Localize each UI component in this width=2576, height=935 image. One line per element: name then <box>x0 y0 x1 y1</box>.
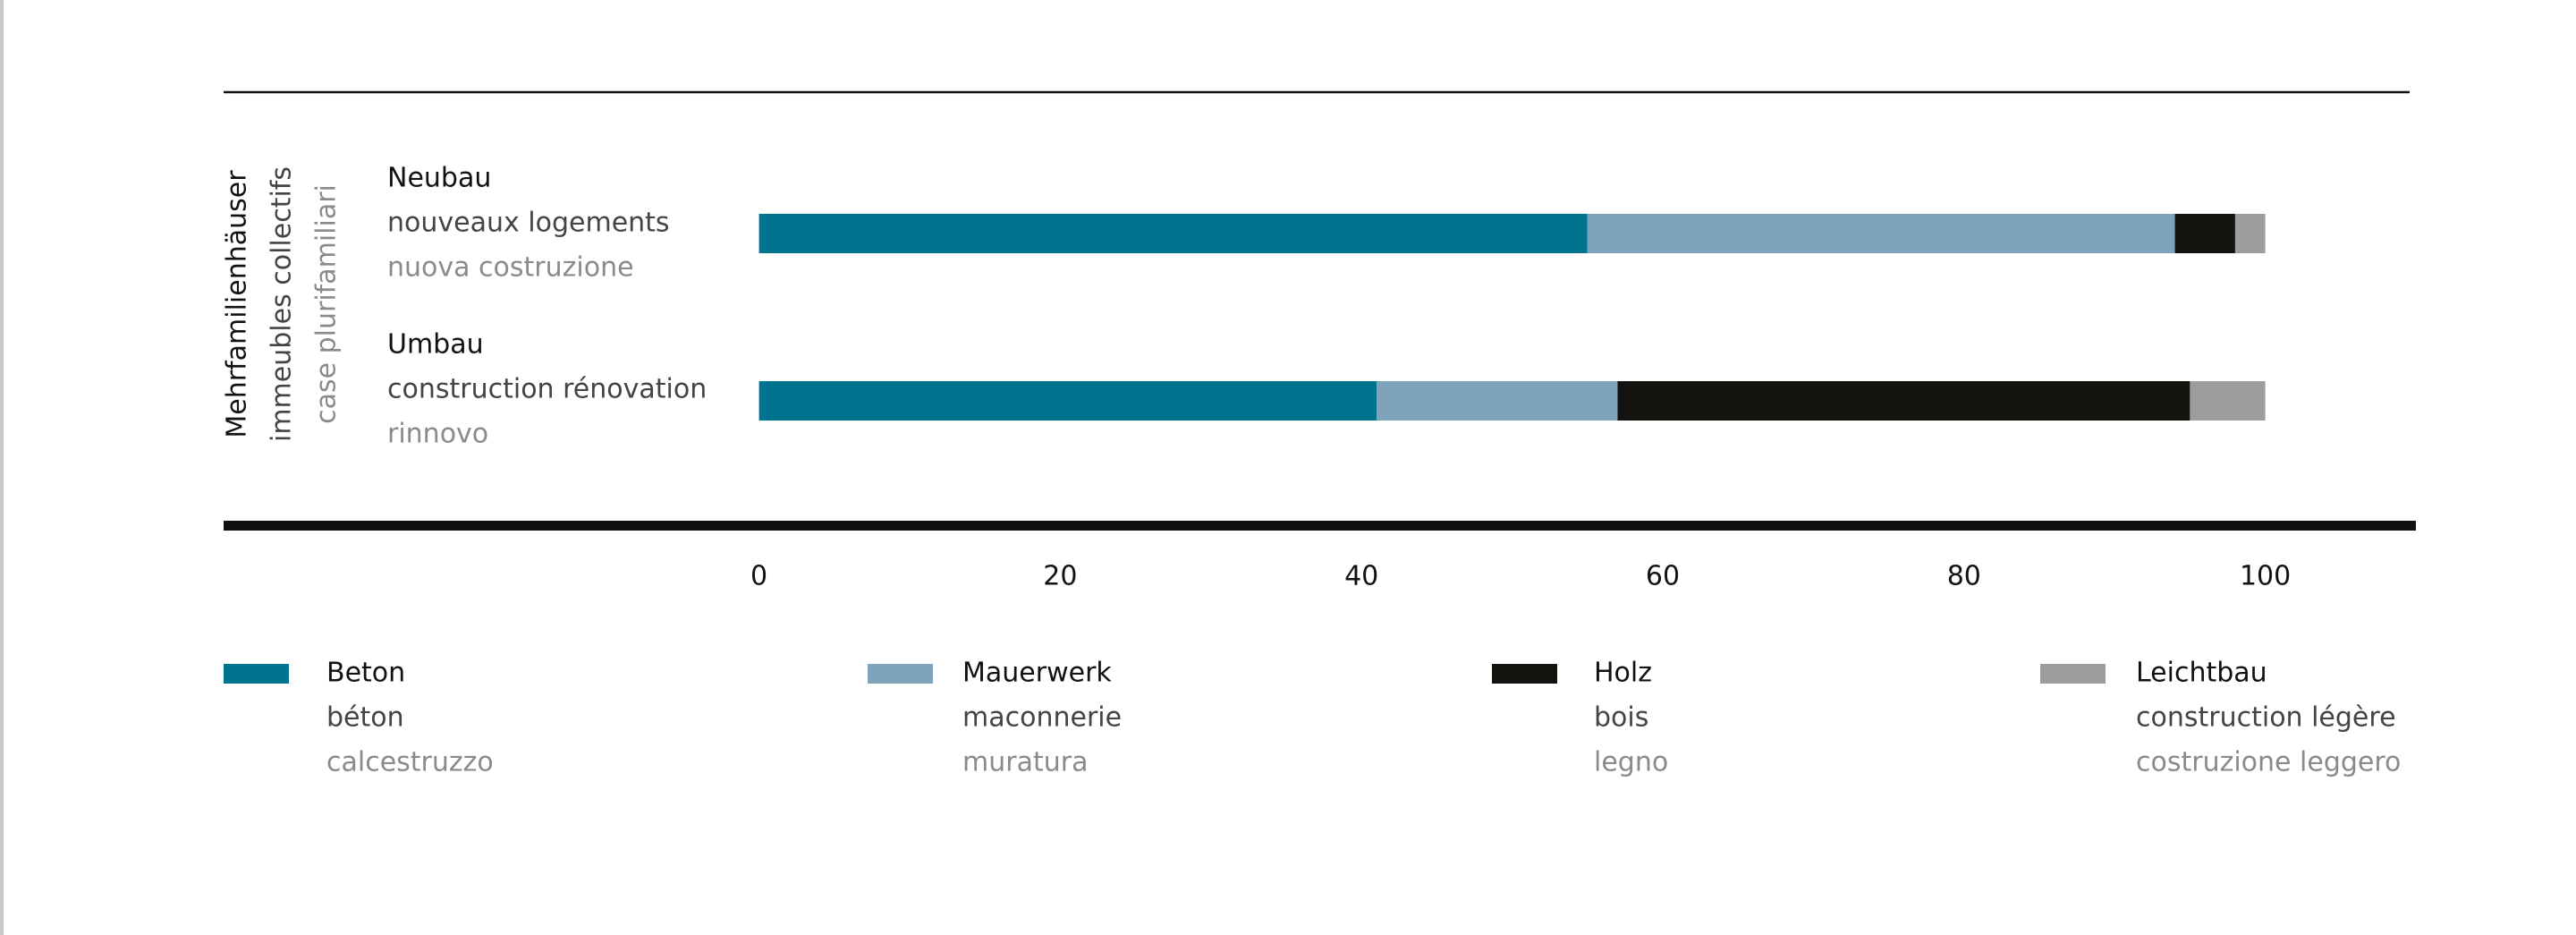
bar-segment <box>2174 214 2235 253</box>
group-label: immeubles collectifs <box>267 166 298 442</box>
group-label: case plurifamiliari <box>311 184 343 424</box>
category-label: Neubau <box>387 163 491 194</box>
x-tick-label: 80 <box>1947 561 1981 592</box>
category-label: rinnovo <box>387 419 488 450</box>
x-tick-label: 40 <box>1344 561 1378 592</box>
bar-segment <box>2234 214 2266 253</box>
legend-label: muratura <box>962 747 1088 778</box>
legend-label: béton <box>326 702 404 734</box>
legend-label: Mauerwerk <box>962 658 1112 689</box>
x-tick-label: 60 <box>1646 561 1680 592</box>
legend-swatch <box>2040 664 2106 684</box>
legend-label: Leichtbau <box>2136 658 2267 689</box>
bar-segment <box>758 381 1377 421</box>
x-tick-label: 100 <box>2240 561 2291 592</box>
legend-label: bois <box>1594 702 1648 734</box>
bar-segment <box>1617 381 2190 421</box>
legend-label: maconnerie <box>962 702 1122 734</box>
legend-label: Beton <box>326 658 405 689</box>
legend-swatch <box>224 664 289 684</box>
bar-segment <box>1377 381 1618 421</box>
category-label: nouveaux logements <box>387 208 670 239</box>
group-label: Mehrfamilienhäuser <box>222 170 253 438</box>
category-label: Umbau <box>387 329 484 361</box>
bar-segment <box>1587 214 2175 253</box>
bar-segment <box>758 214 1588 253</box>
page-border <box>0 0 4 935</box>
axis-line <box>224 521 2416 531</box>
legend-label: Holz <box>1594 658 1652 689</box>
x-tick-label: 0 <box>750 561 767 592</box>
legend-label: legno <box>1594 747 1668 778</box>
legend-swatch <box>1492 664 1557 684</box>
bar-segment <box>2190 381 2266 421</box>
category-label: construction rénovation <box>387 374 707 405</box>
legend-label: construction légère <box>2136 702 2396 734</box>
legend-label: costruzione leggero <box>2136 747 2401 778</box>
x-tick-label: 20 <box>1043 561 1077 592</box>
legend-label: calcestruzzo <box>326 747 494 778</box>
category-label: nuova costruzione <box>387 252 634 284</box>
legend-swatch <box>868 664 933 684</box>
